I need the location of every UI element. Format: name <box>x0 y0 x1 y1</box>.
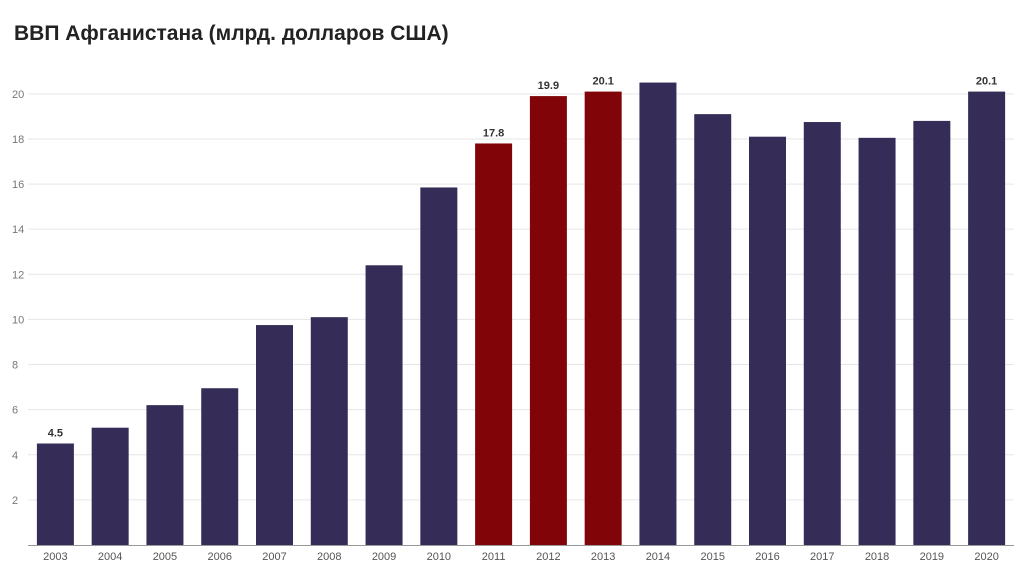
x-tick-label: 2009 <box>372 551 396 563</box>
y-tick-label: 18 <box>12 134 24 146</box>
bar-2015 <box>694 114 732 546</box>
x-tick-label: 2016 <box>755 551 779 563</box>
x-tick-label: 2017 <box>810 551 834 563</box>
x-tick-label: 2012 <box>536 551 560 563</box>
x-tick-label: 2004 <box>98 551 122 563</box>
data-label-2013: 20.1 <box>592 76 613 88</box>
bar-2013 <box>584 91 622 546</box>
x-axis: 2003 2004 2005 2006 2007 2008 2009 2010 2011 2012… <box>28 545 1014 563</box>
y-tick-label: 4 <box>12 450 18 462</box>
bar-2018 <box>858 137 896 546</box>
x-tick-label: 2006 <box>207 551 231 563</box>
chart-title: ВВП Афганистана (млрд. долларов США) <box>14 22 449 45</box>
y-tick-label: 20 <box>12 89 24 101</box>
bar-2016 <box>749 136 786 545</box>
bar-2003 <box>36 443 74 545</box>
data-labels: 4.5 17.8 19.9 20.1 20.1 <box>48 76 998 440</box>
x-tick-label: 2018 <box>865 551 889 563</box>
data-label-2011: 17.8 <box>483 127 504 139</box>
y-axis: 2 4 6 8 10 12 14 16 18 20 <box>12 89 24 507</box>
grid-lines <box>28 93 1014 501</box>
bar-2004 <box>91 427 129 545</box>
x-tick-label: 2005 <box>153 551 177 563</box>
bar-2008 <box>310 317 348 545</box>
bars <box>36 82 1006 546</box>
x-tick-label: 2015 <box>700 551 724 563</box>
x-tick-label: 2014 <box>646 551 670 563</box>
bar-2020 <box>968 91 1006 546</box>
x-tick-label: 2007 <box>262 551 286 563</box>
bar-2019 <box>913 120 951 545</box>
bar-2014 <box>639 82 677 545</box>
y-tick-label: 14 <box>12 224 24 236</box>
y-tick-label: 10 <box>12 314 24 326</box>
x-tick-label: 2003 <box>43 551 67 563</box>
x-tick-label: 2008 <box>317 551 341 563</box>
y-tick-label: 8 <box>12 360 18 372</box>
bar-2010 <box>420 187 458 545</box>
y-tick-label: 2 <box>12 495 18 507</box>
bar-2011 <box>475 143 513 545</box>
y-tick-label: 16 <box>12 179 24 191</box>
y-tick-label: 12 <box>12 269 24 281</box>
bar-2009 <box>365 265 403 545</box>
x-tick-label: 2019 <box>920 551 944 563</box>
bar-2005 <box>146 405 184 545</box>
bar-2017 <box>803 122 841 545</box>
x-tick-label: 2011 <box>482 551 506 563</box>
bar-2007 <box>256 325 293 545</box>
x-tick-label: 2010 <box>427 551 451 563</box>
x-tick-label: 2020 <box>974 551 998 563</box>
bar-2012 <box>529 96 567 546</box>
data-label-2003: 4.5 <box>48 427 63 439</box>
data-label-2020: 20.1 <box>976 76 997 88</box>
bar-2006 <box>201 388 239 545</box>
y-tick-label: 6 <box>12 405 18 417</box>
data-label-2012: 19.9 <box>538 80 559 92</box>
x-tick-label: 2013 <box>591 551 615 563</box>
